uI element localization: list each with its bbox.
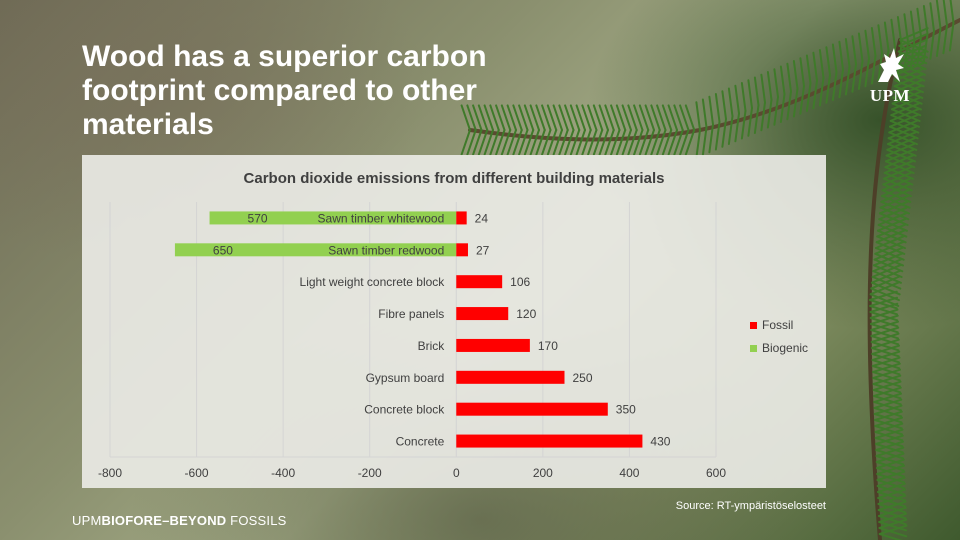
x-tick-label: -800 [98,466,122,480]
data-label-fossil: 106 [510,275,530,289]
legend-swatch-fossil [750,322,757,329]
data-label-fossil: 250 [573,371,593,385]
legend-label-biogenic: Biogenic [762,341,808,355]
bar-fossil [456,370,565,384]
category-label: Concrete block [364,403,445,417]
x-tick-label: 600 [706,466,726,480]
data-label-fossil: 170 [538,339,558,353]
footer-end: FOSSILS [226,513,287,528]
category-label: Sawn timber whitewood [318,211,445,225]
data-label-fossil: 27 [476,243,490,257]
emissions-chart: Carbon dioxide emissions from different … [98,170,808,480]
upm-logo: UPM [860,44,920,106]
bar-fossil [456,307,509,321]
slide-title: Wood has a superior carbon footprint com… [82,40,487,141]
data-label-biogenic: 570 [248,211,268,225]
data-label-biogenic: 650 [213,243,233,257]
bar-fossil [456,243,468,257]
x-tick-label: -600 [185,466,209,480]
x-tick-label: 200 [533,466,553,480]
x-tick-label: -200 [358,466,382,480]
logo-text: UPM [869,86,911,105]
category-label: Brick [418,339,446,353]
category-label: Fibre panels [378,307,444,321]
bar-biogenic [174,243,457,257]
data-label-fossil: 120 [516,307,536,321]
chart-title: Carbon dioxide emissions from different … [244,170,665,187]
x-tick-label: 400 [619,466,639,480]
data-label-fossil: 350 [616,403,636,417]
bar-fossil [456,211,467,225]
footer-bold: BIOFORE–BEYOND [101,513,227,528]
bar-fossil [456,434,643,448]
bar-fossil [456,338,530,352]
legend-swatch-biogenic [750,345,757,352]
x-tick-label: -400 [271,466,295,480]
source-note: Source: RT-ympäristöselosteet [675,500,826,512]
bar-biogenic [209,211,457,225]
bar-fossil [456,275,503,289]
data-label-fossil: 430 [650,435,670,449]
legend-label-fossil: Fossil [762,318,793,332]
data-label-fossil: 24 [475,211,489,225]
footer-tagline: UPMBIOFORE–BEYOND FOSSILS [72,513,287,528]
category-label: Gypsum board [366,371,445,385]
x-tick-label: 0 [453,466,460,480]
footer-brand: UPM [72,513,102,528]
category-label: Light weight concrete block [300,275,446,289]
bar-fossil [456,402,608,416]
category-label: Concrete [396,435,445,449]
category-label: Sawn timber redwood [328,243,444,257]
chart-panel: Carbon dioxide emissions from different … [82,155,826,488]
griffin-logo-icon [878,48,904,82]
